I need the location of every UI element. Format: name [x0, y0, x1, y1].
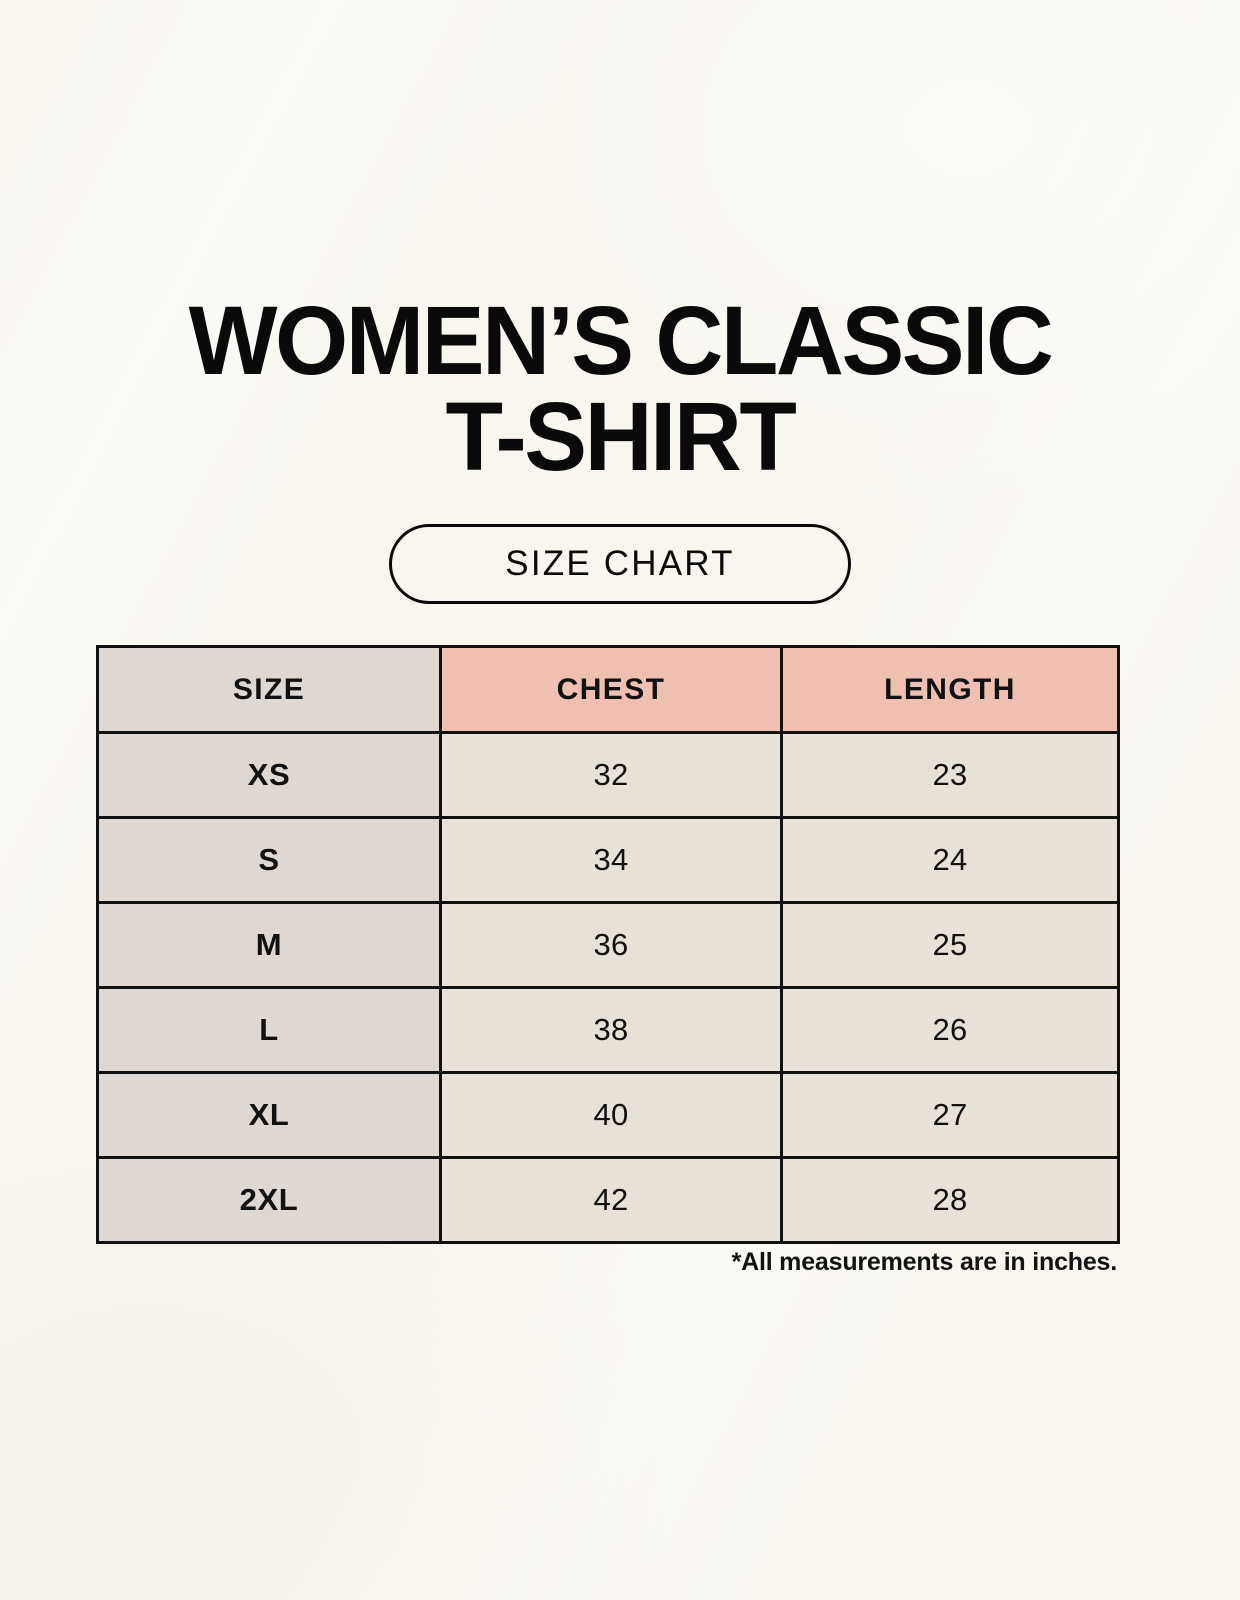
cell-length: 25 [780, 901, 1120, 989]
cell-length: 23 [780, 731, 1120, 819]
measurement-units-note: *All measurements are in inches. [731, 1248, 1118, 1276]
cell-length: 27 [780, 1071, 1120, 1159]
cell-length: 28 [780, 1156, 1120, 1244]
cell-chest: 40 [439, 1071, 783, 1159]
table-row: M 36 25 [96, 901, 1120, 989]
table-body: XS 32 23 S 34 24 M 36 25 L 38 26 [96, 731, 1120, 1244]
table-row: XL 40 27 [96, 1071, 1120, 1159]
page-title-line-1: WOMEN’S CLASSIC [188, 286, 1054, 395]
cell-chest: 34 [439, 816, 783, 904]
cell-size: XS [96, 731, 442, 819]
size-chart-badge: SIZE CHART [389, 524, 851, 604]
table-row: XS 32 23 [96, 731, 1120, 819]
cell-size: XL [96, 1071, 442, 1159]
cell-length: 26 [780, 986, 1120, 1074]
page-title-line-2: T-SHIRT [445, 382, 797, 492]
table-row: 2XL 42 28 [96, 1156, 1120, 1244]
cell-length: 24 [780, 816, 1120, 904]
table-header-row: SIZE CHEST LENGTH [96, 645, 1120, 734]
cell-size: M [96, 901, 442, 989]
column-header-size: SIZE [96, 645, 442, 734]
size-chart-table: SIZE CHEST LENGTH XS 32 23 S 34 24 M [96, 645, 1120, 1244]
page-title: WOMEN’S CLASSIC T-SHIRT [0, 286, 1240, 492]
size-chart-table-container: SIZE CHEST LENGTH XS 32 23 S 34 24 M [96, 645, 1120, 1244]
table-row: L 38 26 [96, 986, 1120, 1074]
cell-size: S [96, 816, 442, 904]
cell-chest: 42 [439, 1156, 783, 1244]
table-header: SIZE CHEST LENGTH [96, 645, 1120, 734]
cell-size: 2XL [96, 1156, 442, 1244]
cell-size: L [96, 986, 442, 1074]
column-header-chest: CHEST [439, 645, 783, 734]
cell-chest: 32 [439, 731, 783, 819]
size-chart-badge-container: SIZE CHART [0, 524, 1240, 604]
table-row: S 34 24 [96, 816, 1120, 904]
cell-chest: 36 [439, 901, 783, 989]
cell-chest: 38 [439, 986, 783, 1074]
column-header-length: LENGTH [780, 645, 1120, 734]
